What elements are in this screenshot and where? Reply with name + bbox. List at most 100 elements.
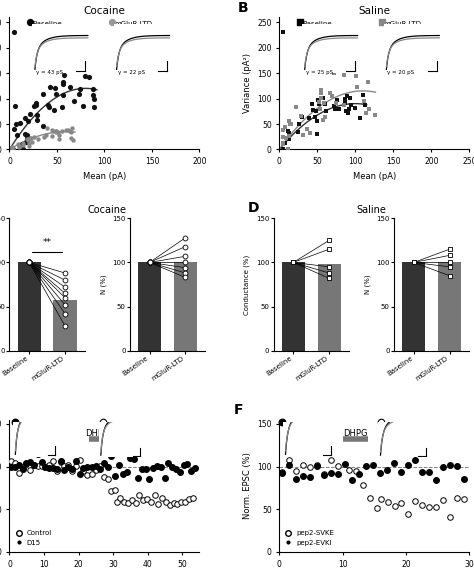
- Point: [290, 258, 297, 267]
- Point: [343, 107, 350, 116]
- Point: [139, 495, 147, 504]
- Point: [185, 495, 192, 504]
- Point: [46, 83, 54, 92]
- Point: [348, 100, 356, 109]
- Point: [46, 460, 53, 469]
- Point: [108, 451, 115, 460]
- Point: [138, 465, 146, 474]
- Point: [6, 145, 14, 154]
- Point: [6, 145, 13, 154]
- Point: [279, 140, 287, 149]
- Point: [279, 132, 286, 141]
- Point: [26, 258, 33, 267]
- Point: [187, 466, 195, 475]
- Bar: [402, 262, 425, 351]
- Point: [276, 145, 283, 154]
- Point: [113, 497, 120, 506]
- Point: [61, 275, 69, 284]
- Point: [11, 459, 19, 468]
- Point: [68, 44, 76, 53]
- Point: [61, 269, 69, 278]
- Point: [384, 497, 392, 506]
- Point: [371, 110, 378, 119]
- Point: [460, 475, 467, 484]
- Point: [146, 258, 154, 267]
- Point: [83, 463, 91, 472]
- Point: [279, 145, 287, 154]
- Point: [320, 469, 328, 479]
- Point: [79, 101, 86, 110]
- Point: [9, 145, 17, 154]
- Point: [8, 463, 15, 472]
- Point: [359, 481, 367, 490]
- Point: [19, 462, 27, 471]
- Point: [53, 126, 60, 135]
- Point: [25, 141, 33, 150]
- Text: Baseline: Baseline: [32, 21, 62, 27]
- Point: [15, 468, 23, 477]
- Point: [315, 98, 323, 107]
- Text: mGluR-LTD: mGluR-LTD: [114, 21, 152, 27]
- Point: [155, 499, 162, 508]
- Point: [286, 455, 293, 464]
- Point: [172, 464, 180, 473]
- Point: [180, 460, 187, 469]
- Point: [359, 90, 367, 99]
- Point: [405, 509, 412, 518]
- Point: [332, 105, 339, 114]
- Point: [80, 467, 87, 476]
- Y-axis label: N (%): N (%): [100, 275, 107, 294]
- Text: **: **: [43, 237, 52, 246]
- Y-axis label: N (%): N (%): [365, 275, 371, 294]
- Point: [298, 113, 306, 122]
- Point: [75, 89, 82, 98]
- Point: [182, 233, 189, 242]
- Point: [40, 132, 48, 141]
- Point: [310, 105, 317, 114]
- Point: [279, 418, 286, 427]
- Point: [49, 126, 57, 135]
- Point: [432, 475, 439, 484]
- Point: [317, 93, 324, 102]
- Point: [89, 91, 96, 100]
- Point: [321, 100, 328, 109]
- Text: DHPG: DHPG: [85, 429, 110, 438]
- Point: [89, 469, 96, 479]
- Point: [147, 497, 155, 506]
- Point: [307, 472, 314, 481]
- Point: [13, 131, 21, 140]
- Point: [123, 468, 130, 477]
- Point: [313, 130, 320, 139]
- Point: [377, 494, 384, 504]
- Point: [11, 102, 19, 111]
- Point: [59, 77, 66, 86]
- Bar: [318, 264, 341, 351]
- Point: [30, 133, 37, 142]
- Point: [330, 101, 337, 110]
- Point: [364, 77, 372, 86]
- Point: [356, 469, 363, 478]
- Point: [410, 258, 418, 267]
- Point: [182, 273, 189, 282]
- Point: [341, 460, 349, 469]
- Point: [410, 258, 418, 267]
- Point: [30, 101, 37, 110]
- Point: [92, 466, 100, 475]
- Point: [411, 496, 419, 505]
- Point: [40, 89, 47, 98]
- Point: [70, 97, 78, 106]
- Point: [332, 98, 340, 107]
- Point: [173, 500, 181, 509]
- Point: [16, 119, 24, 128]
- Y-axis label: Variance (pA²): Variance (pA²): [243, 53, 252, 113]
- Point: [23, 134, 31, 143]
- Point: [90, 103, 98, 112]
- Point: [77, 85, 84, 94]
- Point: [446, 245, 453, 254]
- Point: [45, 103, 53, 112]
- Point: [343, 91, 351, 100]
- Point: [327, 88, 334, 97]
- Point: [348, 475, 356, 484]
- Point: [34, 450, 42, 459]
- Point: [26, 258, 33, 267]
